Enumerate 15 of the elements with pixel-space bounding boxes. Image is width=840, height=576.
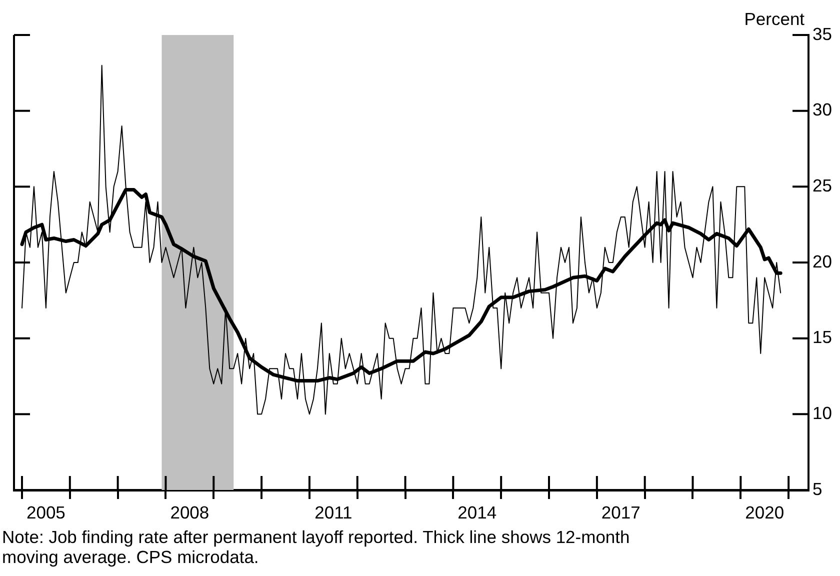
x-tick-label: 2005 (26, 502, 66, 522)
y-tick-label: 5 (812, 478, 822, 499)
x-tick-label: 2014 (458, 502, 497, 522)
y-tick-label: 25 (812, 175, 832, 196)
x-tick-label: 2008 (170, 502, 210, 522)
y-tick-label: 15 (812, 327, 832, 348)
x-tick-label: 2011 (314, 502, 352, 522)
y-axis-title: Percent (744, 9, 805, 30)
y-tick-label: 30 (812, 100, 832, 120)
y-tick-label: 35 (812, 24, 832, 44)
text: Note: Job finding rate after permanent layoff reported. Thick line shows 12-month moving average. CPS microdata. (2, 527, 631, 567)
y-tick-label: 20 (812, 251, 832, 272)
x-tick-label: 2017 (601, 502, 640, 522)
x-tick-label: 2020 (745, 502, 784, 522)
y-tick-label: 10 (812, 402, 832, 423)
